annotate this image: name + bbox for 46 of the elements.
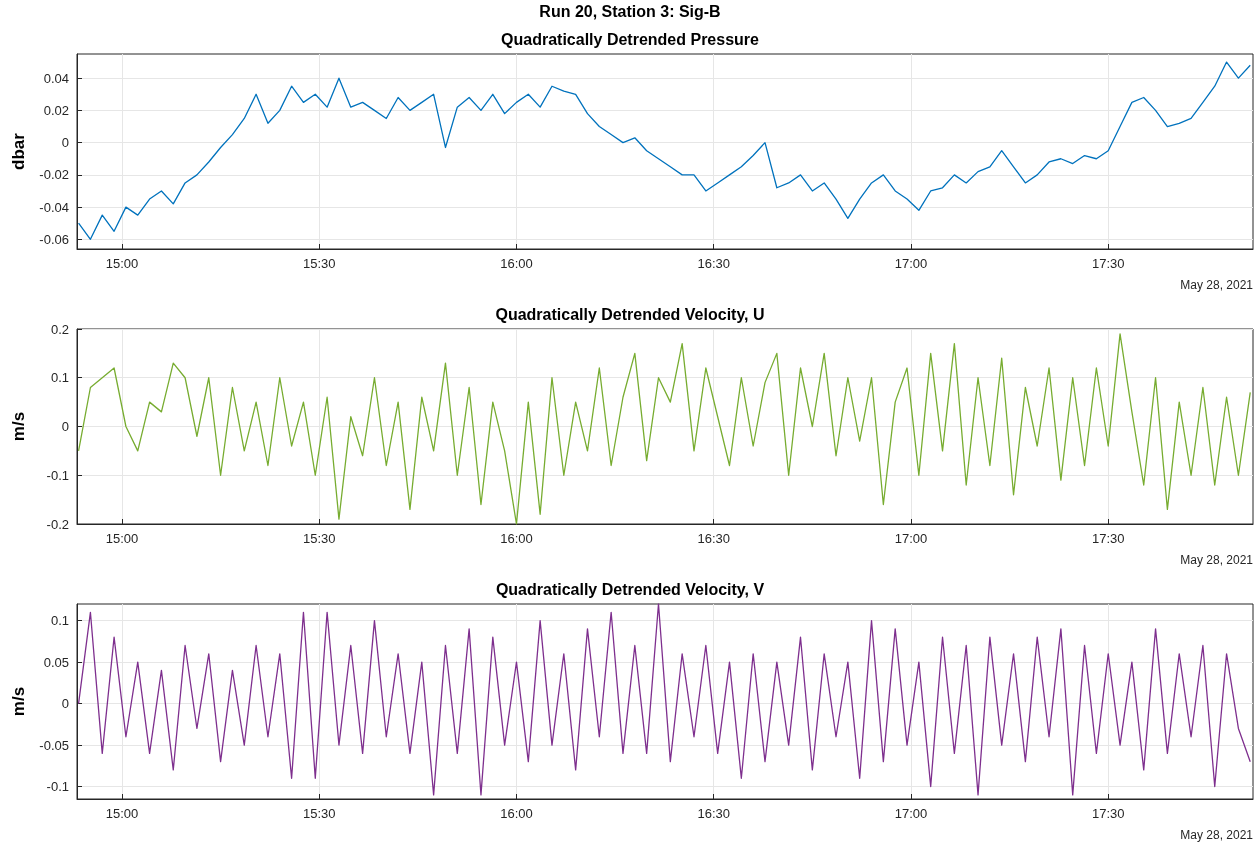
chart-title: Quadratically Detrended Velocity, U: [495, 305, 765, 323]
x-tick-label: 15:00: [105, 531, 139, 546]
x-tick-label: 15:30: [302, 531, 336, 546]
y-tick-label: 0.1: [50, 613, 69, 629]
text: Run 20, Station 3: Sig-B: [538, 2, 722, 22]
x-tick-label: 17:00: [894, 531, 928, 546]
x-axis-title: May 28, 2021: [1180, 278, 1254, 292]
y-tick-label: -0.05: [39, 737, 69, 753]
y-tick-label: 0.05: [43, 654, 69, 670]
x-tick-label: 16:00: [500, 531, 533, 546]
chart-title: Quadratically Detrended Velocity, V: [495, 580, 765, 598]
y-tick-label: 0.1: [50, 370, 69, 386]
x-tick-label: 16:30: [697, 806, 730, 821]
x-tick-label: 15:30: [302, 806, 336, 821]
y-tick-label: 0: [61, 696, 69, 712]
x-tick-label: 16:00: [500, 806, 533, 821]
x-tick-label: 15:00: [105, 806, 139, 821]
y-axis-title: dbar: [9, 132, 28, 170]
x-tick-label: 16:30: [697, 531, 730, 546]
x-tick-label: 17:30: [1091, 531, 1125, 546]
y-tick-label: -0.06: [39, 231, 69, 247]
x-tick-label: 16:00: [500, 256, 533, 271]
y-axis-title: m/s: [9, 411, 28, 442]
line-series: [77, 61, 1251, 240]
y-tick-label: 0.2: [50, 321, 69, 337]
chart-title: Quadratically Detrended Pressure: [501, 30, 760, 48]
y-tick-label: -0.04: [39, 199, 69, 215]
x-tick-label: 17:30: [1091, 806, 1125, 821]
y-tick-label: -0.2: [46, 516, 69, 532]
x-axis-title: May 28, 2021: [1180, 828, 1254, 842]
x-tick-label: 15:30: [302, 256, 336, 271]
x-tick-label: 15:00: [105, 256, 139, 271]
y-tick-label: 0: [61, 419, 69, 434]
x-tick-label: 17:00: [894, 256, 928, 271]
y-tick-label: 0.04: [43, 70, 69, 86]
x-tick-label: 17:30: [1091, 256, 1125, 271]
y-axis-title: m/s: [9, 686, 28, 717]
line-series: [77, 603, 1251, 796]
x-axis-title: May 28, 2021: [1180, 553, 1254, 567]
y-tick-label: 0: [61, 135, 69, 151]
x-tick-label: 16:30: [697, 256, 730, 271]
x-tick-label: 17:00: [894, 806, 928, 821]
y-tick-label: 0.02: [43, 102, 69, 118]
y-tick-label: -0.02: [39, 167, 69, 183]
y-tick-label: -0.1: [46, 779, 69, 795]
y-tick-label: -0.1: [46, 467, 69, 483]
